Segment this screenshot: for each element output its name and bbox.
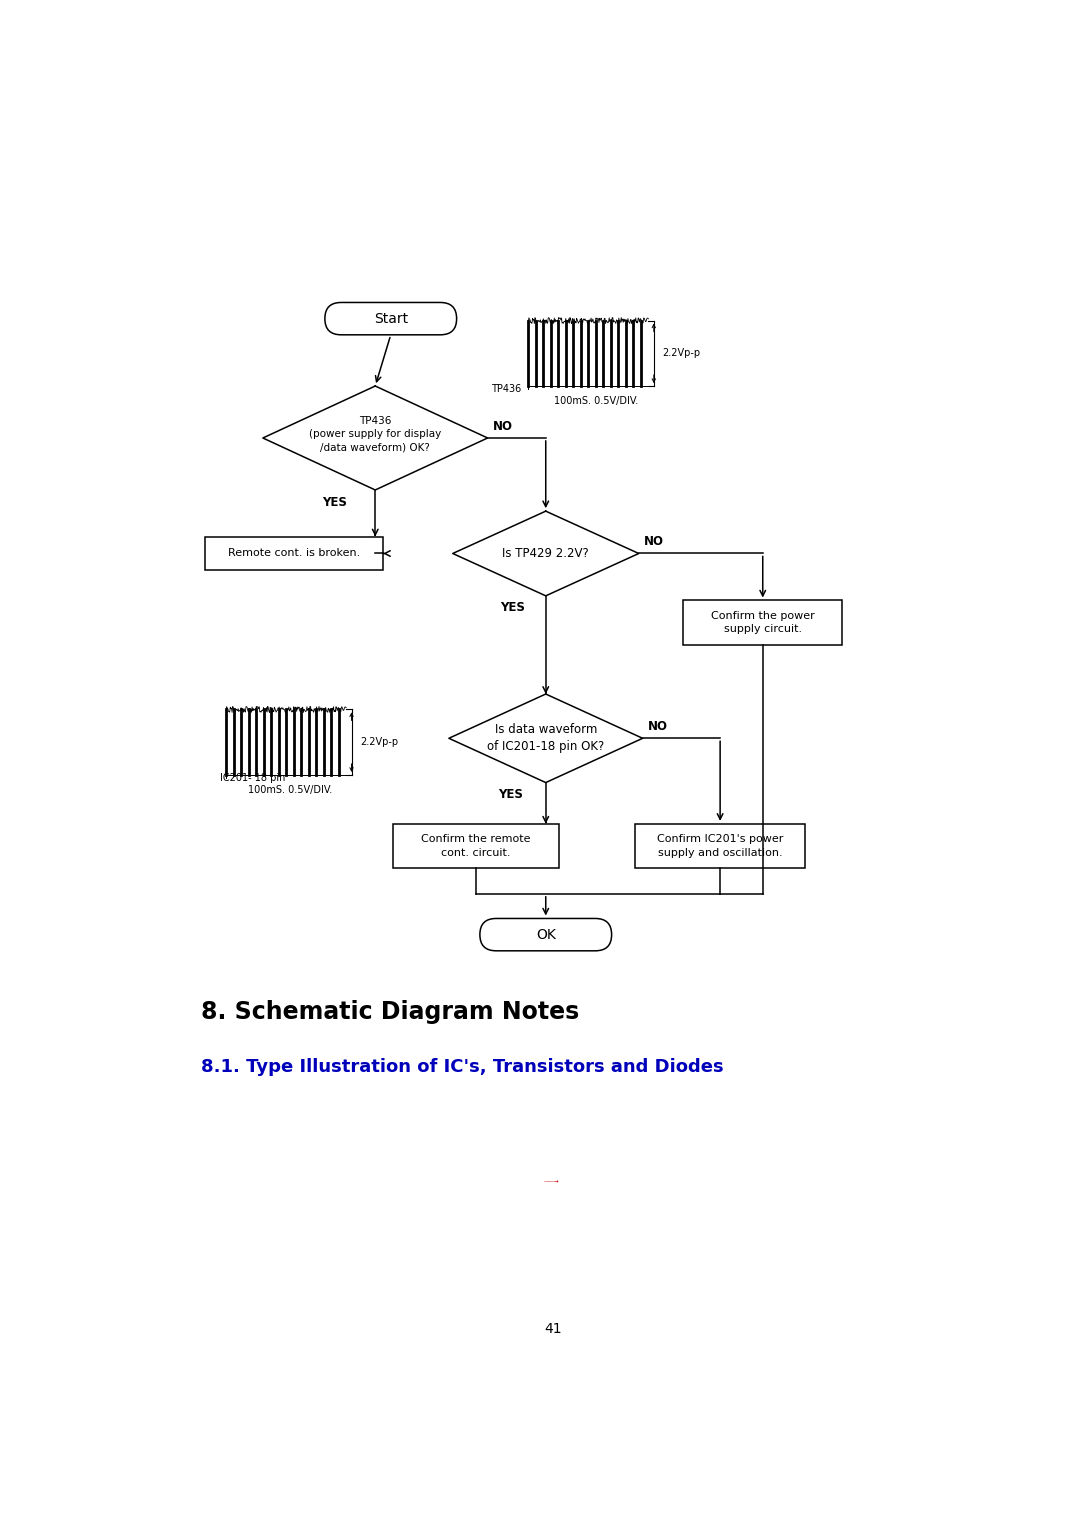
FancyBboxPatch shape xyxy=(393,824,559,868)
Text: Is data waveform
of IC201-18 pin OK?: Is data waveform of IC201-18 pin OK? xyxy=(487,723,605,754)
Text: 100mS. 0.5V/DIV.: 100mS. 0.5V/DIV. xyxy=(248,784,333,795)
Text: IC201- 18 pin: IC201- 18 pin xyxy=(220,774,285,783)
Text: Confirm the power
supply circuit.: Confirm the power supply circuit. xyxy=(711,612,814,635)
Text: 41: 41 xyxy=(544,1322,563,1335)
Text: Confirm IC201's power
supply and oscillation.: Confirm IC201's power supply and oscilla… xyxy=(657,835,783,858)
FancyBboxPatch shape xyxy=(325,302,457,334)
Text: 8. Schematic Diagram Notes: 8. Schematic Diagram Notes xyxy=(201,1000,579,1024)
Text: 8.1. Type Illustration of IC's, Transistors and Diodes: 8.1. Type Illustration of IC's, Transist… xyxy=(201,1058,724,1076)
Text: NO: NO xyxy=(494,420,513,432)
FancyBboxPatch shape xyxy=(635,824,806,868)
Text: Remote cont. is broken.: Remote cont. is broken. xyxy=(228,548,360,559)
Text: NO: NO xyxy=(644,536,664,548)
Text: Confirm the remote
cont. circuit.: Confirm the remote cont. circuit. xyxy=(421,835,530,858)
FancyBboxPatch shape xyxy=(205,537,383,571)
Text: YES: YES xyxy=(322,496,348,510)
Text: TP436
(power supply for display
/data waveform) OK?: TP436 (power supply for display /data wa… xyxy=(309,415,442,453)
Polygon shape xyxy=(453,511,638,595)
FancyBboxPatch shape xyxy=(480,919,611,951)
Text: OK: OK xyxy=(536,928,556,942)
Text: 2.2Vp-p: 2.2Vp-p xyxy=(360,737,399,748)
Text: NO: NO xyxy=(648,720,669,732)
Text: 100mS. 0.5V/DIV.: 100mS. 0.5V/DIV. xyxy=(554,397,638,406)
Text: Is TP429 2.2V?: Is TP429 2.2V? xyxy=(502,546,589,560)
Polygon shape xyxy=(449,694,643,783)
Text: Start: Start xyxy=(374,311,408,325)
Text: TP436: TP436 xyxy=(491,385,522,395)
Text: 2.2Vp-p: 2.2Vp-p xyxy=(662,348,701,359)
Polygon shape xyxy=(262,386,488,490)
Text: ——→: ——→ xyxy=(544,1178,559,1184)
FancyBboxPatch shape xyxy=(684,600,842,645)
Text: YES: YES xyxy=(499,787,524,801)
Text: YES: YES xyxy=(500,601,525,615)
